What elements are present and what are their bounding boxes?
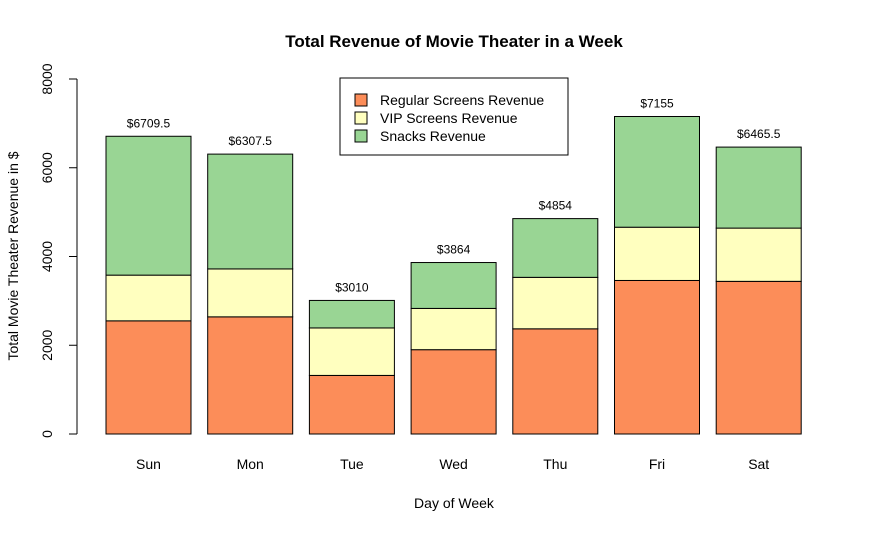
- bar-segment-sun-2: [105, 274, 192, 322]
- x-tick-labels: Sun Mon Tue Wed Thu Fri Sat: [136, 456, 769, 472]
- x-tick-label-thu: Thu: [543, 456, 567, 472]
- bar-segment-tue-1: [308, 374, 395, 435]
- y-tick-label: 2000: [39, 329, 55, 360]
- bar-segment-sat-2: [715, 227, 802, 282]
- legend-swatch-1: [354, 93, 368, 107]
- x-tick-label-tue: Tue: [340, 456, 364, 472]
- y-tick-label: 0: [39, 430, 55, 438]
- chart-title: Total Revenue of Movie Theater in a Week: [285, 32, 623, 51]
- legend-label-1: Regular Screens Revenue: [380, 92, 544, 108]
- legend-box: [339, 77, 569, 156]
- legend-swatch-2: [354, 111, 368, 125]
- x-tick-label-sun: Sun: [136, 456, 161, 472]
- bar-segment-sat-1: [715, 280, 802, 435]
- bar-segment-sun-3: [105, 135, 192, 276]
- bar-segment-wed-3: [410, 262, 497, 309]
- legend-label-3: Snacks Revenue: [380, 128, 486, 144]
- bar-segment-fri-1: [614, 279, 700, 435]
- y-tick-label: 8000: [39, 63, 55, 94]
- bar-segment-tue-3: [308, 299, 395, 329]
- total-label-mon: $6307.5: [229, 134, 273, 148]
- total-label-sun: $6709.5: [127, 116, 171, 130]
- bar-segment-wed-1: [410, 349, 497, 435]
- bar-segment-sat-3: [715, 146, 802, 229]
- legend-label-2: VIP Screens Revenue: [380, 110, 518, 126]
- bar-segment-mon-1: [207, 316, 294, 435]
- bar-segment-thu-1: [512, 328, 599, 435]
- bar-segment-sun-1: [105, 320, 192, 435]
- bar-segment-fri-2: [614, 226, 700, 281]
- bars-group: [105, 115, 802, 435]
- total-labels: $6709.5 $6307.5 $3010 $3864 $4854 $7155 $6465.…: [127, 96, 781, 294]
- x-tick-label-fri: Fri: [649, 456, 665, 472]
- y-axis-label: Total Movie Theater Revenue in $: [5, 151, 21, 360]
- total-label-fri: $7155: [640, 96, 674, 110]
- y-tick-label: 6000: [39, 152, 55, 183]
- bar-segment-fri-3: [614, 115, 700, 228]
- total-label-thu: $4854: [539, 199, 573, 213]
- y-tick-label: 4000: [39, 241, 55, 272]
- bar-segment-thu-3: [512, 218, 599, 278]
- bar-segment-wed-2: [410, 307, 497, 351]
- total-label-tue: $3010: [335, 280, 369, 294]
- legend-swatch-3: [354, 129, 368, 143]
- total-label-wed: $3864: [437, 243, 471, 257]
- total-label-sat: $6465.5: [737, 127, 781, 141]
- y-axis: 0 2000 4000 6000 8000: [39, 63, 78, 438]
- legend: Regular Screens Revenue VIP Screens Reven…: [339, 77, 569, 156]
- x-tick-label-wed: Wed: [439, 456, 468, 472]
- bar-segment-thu-2: [512, 276, 599, 330]
- bar-segment-tue-2: [308, 327, 395, 376]
- x-axis-label: Day of Week: [414, 495, 495, 511]
- x-tick-label-sat: Sat: [748, 456, 769, 472]
- bar-segment-mon-3: [207, 153, 294, 270]
- x-tick-label-mon: Mon: [237, 456, 264, 472]
- bar-segment-mon-2: [207, 268, 294, 318]
